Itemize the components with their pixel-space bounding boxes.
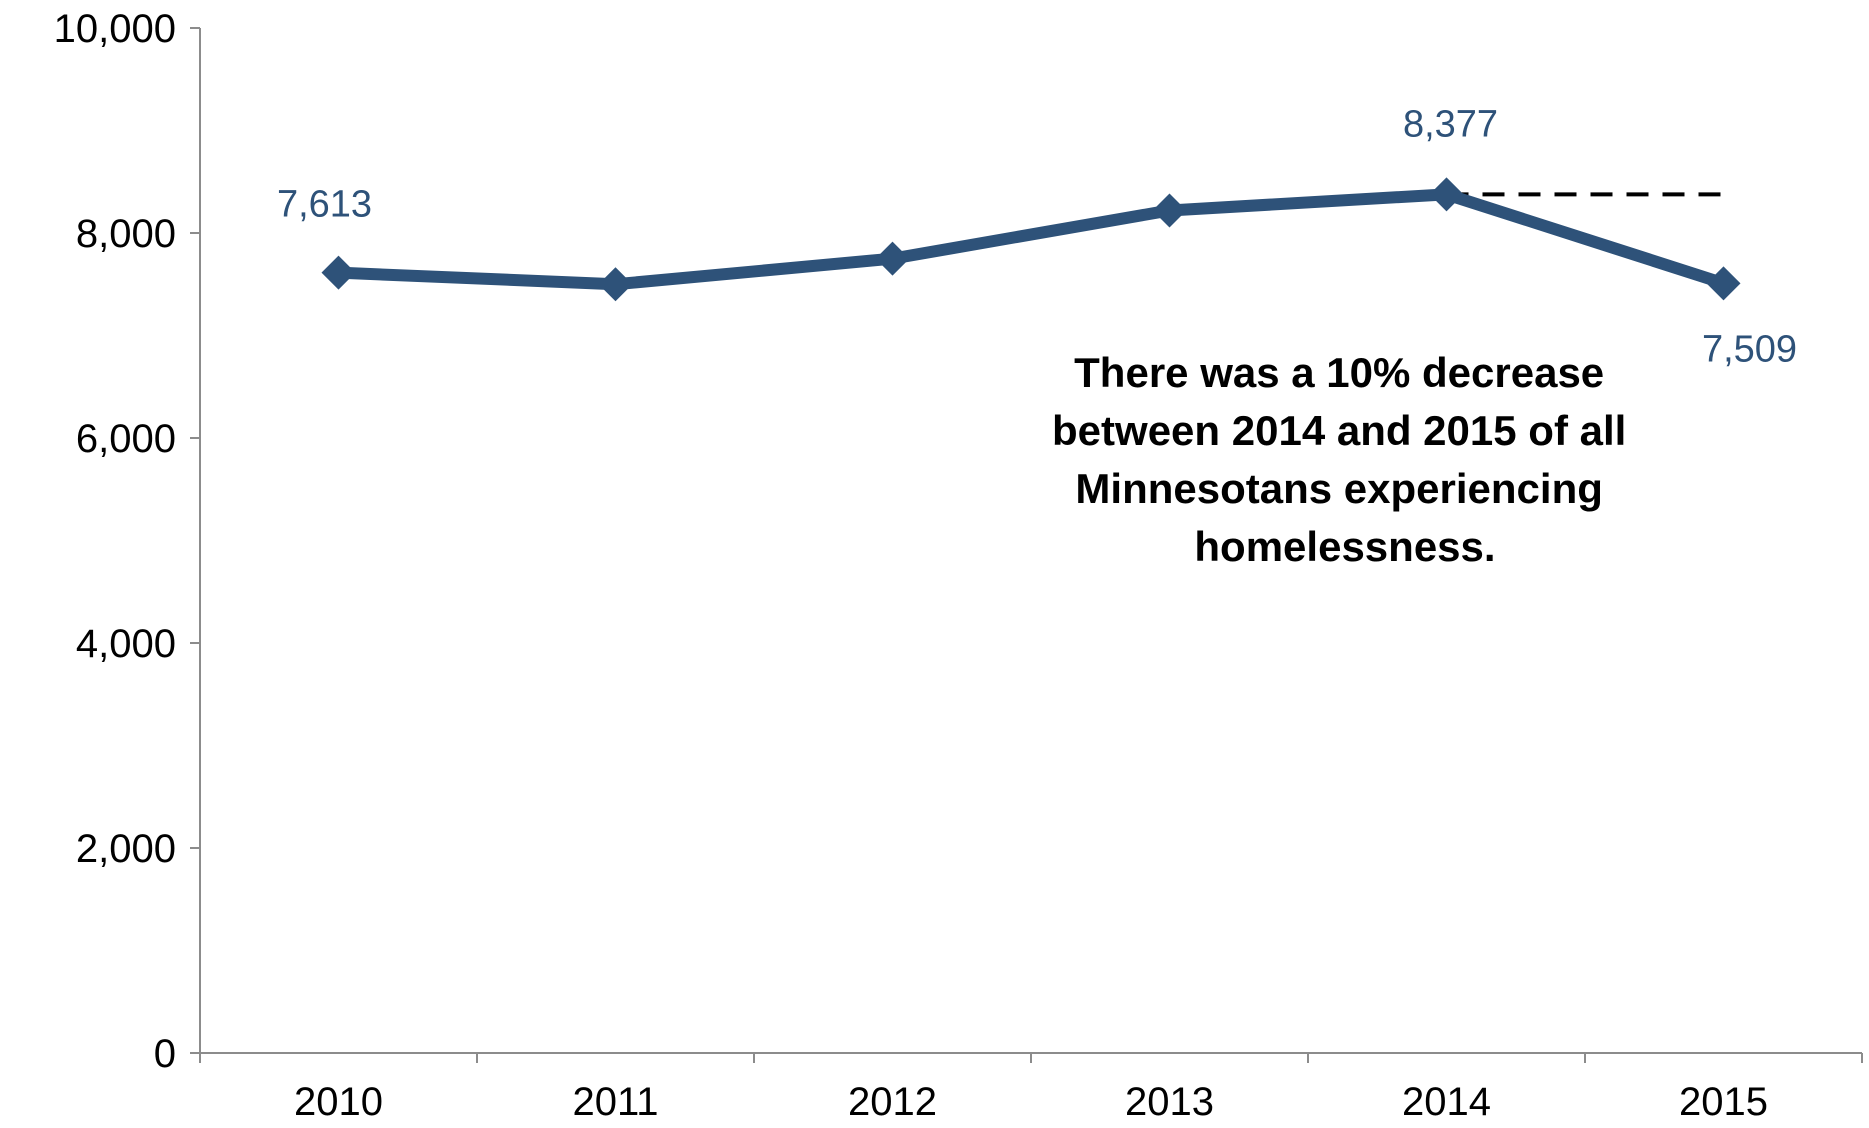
y-tick-label: 6,000 — [76, 417, 176, 461]
data-labels-group: 7,613 8,377 7,509 — [277, 103, 1797, 370]
x-tick-label: 2013 — [1125, 1080, 1214, 1124]
data-point-marker — [1706, 266, 1741, 301]
data-label: 7,613 — [277, 184, 372, 226]
y-tick-label: 2,000 — [76, 827, 176, 871]
data-point-marker — [875, 241, 910, 276]
data-point-marker — [321, 255, 356, 290]
series-group — [321, 177, 1741, 302]
annotation-line-3: Minnesotans experiencing — [1075, 465, 1602, 512]
y-tick-label: 10,000 — [54, 7, 176, 51]
data-point-marker — [598, 267, 633, 302]
data-point-marker — [1429, 177, 1464, 212]
y-tick-label: 8,000 — [76, 212, 176, 256]
x-tick-label: 2011 — [572, 1080, 658, 1124]
data-point-marker — [1152, 193, 1187, 228]
annotation-line-2: between 2014 and 2015 of all — [1052, 407, 1626, 454]
series-line — [332, 188, 1730, 291]
annotation-text: There was a 10% decrease between 2014 an… — [1052, 349, 1638, 570]
annotation-line-1: There was a 10% decrease — [1074, 349, 1604, 396]
x-tick-label: 2015 — [1679, 1080, 1768, 1124]
data-label: 7,509 — [1702, 328, 1797, 370]
chart-axes: 0 2,000 4,000 6,000 8,000 10,000 2010 2011 2012 2… — [54, 7, 1863, 1124]
x-tick-label: 2010 — [294, 1080, 383, 1124]
x-tick-label: 2014 — [1402, 1080, 1491, 1124]
y-tick-label: 0 — [154, 1032, 176, 1076]
data-label: 8,377 — [1403, 103, 1498, 145]
annotation-line-4: homelessness. — [1194, 523, 1495, 570]
x-tick-label: 2012 — [848, 1080, 937, 1124]
y-tick-label: 4,000 — [76, 622, 176, 666]
